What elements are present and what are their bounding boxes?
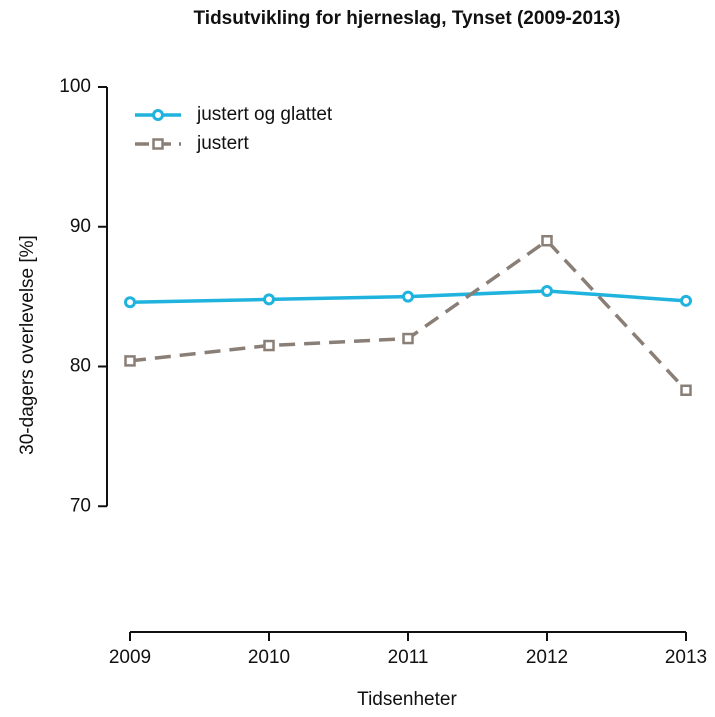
data-point	[680, 384, 692, 397]
y-tick-label: 80	[70, 356, 91, 377]
data-point	[402, 290, 414, 303]
y-tick-label: 90	[70, 216, 91, 237]
legend-label: justert og glattet	[196, 104, 333, 125]
data-point	[541, 285, 553, 298]
legend-marker	[152, 138, 164, 150]
data-point	[541, 234, 553, 247]
data-point	[402, 332, 414, 345]
data-point	[124, 355, 136, 367]
x-tick-label: 2012	[526, 647, 568, 668]
data-point	[124, 296, 136, 309]
chart-title: Tidsutvikling for hjerneslag, Tynset (20…	[194, 8, 621, 29]
y-tick-label: 100	[59, 76, 91, 97]
legend-label: justert	[196, 133, 249, 154]
data-point	[263, 293, 275, 306]
data-point	[263, 339, 275, 352]
x-tick-label: 2010	[248, 647, 290, 668]
x-axis-label: Tidsenheter	[357, 689, 457, 710]
legend-marker	[152, 109, 164, 121]
x-tick-label: 2013	[665, 647, 707, 668]
data-point	[680, 294, 692, 307]
x-tick-label: 2009	[109, 647, 151, 668]
y-axis-label: 30-dagers overlevelse [%]	[17, 235, 38, 455]
y-tick-label: 70	[70, 495, 91, 516]
x-tick-label: 2011	[388, 647, 429, 668]
series-line	[129, 238, 688, 392]
